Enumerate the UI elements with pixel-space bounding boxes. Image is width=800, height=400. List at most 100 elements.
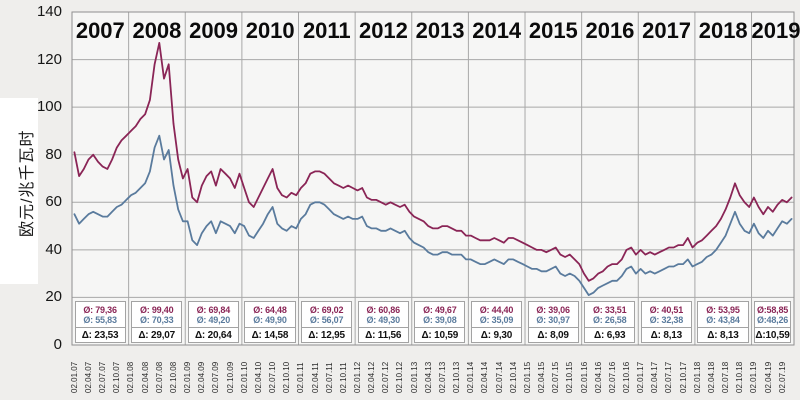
stat-delta: Δ: 23,53 xyxy=(75,327,125,342)
stat-box-2010: Ø: 64,48 Ø: 49,90 Δ: 14,58 xyxy=(244,301,296,343)
x-tick-label: 02.01.11 xyxy=(296,362,306,393)
x-tick-label: 02.01.15 xyxy=(522,361,532,393)
stat-delta: Δ: 11,56 xyxy=(358,327,408,342)
x-tick-label: 02.01.16 xyxy=(579,361,589,393)
year-label: 2015 xyxy=(528,18,578,43)
x-tick-label: 02.10.14 xyxy=(508,361,518,393)
stat-box-2009: Ø: 69,84 Ø: 49,20 Δ: 20,64 xyxy=(187,301,239,343)
x-tick-label: 02.01.12 xyxy=(352,361,362,393)
stat-avg-blue: Ø: 39,08 xyxy=(423,315,457,325)
x-tick-label: 02.10.10 xyxy=(282,361,292,393)
stat-avg-maroon: Ø: 40,51 xyxy=(649,305,684,315)
stat-delta: Δ: 8,13 xyxy=(698,327,748,342)
x-tick-label: 02.07.11 xyxy=(324,362,334,393)
x-tick-label: 02.01.14 xyxy=(466,361,476,393)
stat-avg-maroon: Ø: 79,36 xyxy=(83,305,117,315)
y-tick-label: 80 xyxy=(45,145,62,163)
year-label: 2014 xyxy=(472,18,522,43)
y-axis-title-panel xyxy=(0,98,38,284)
stat-avg-maroon: Ø: 69,84 xyxy=(196,305,231,315)
year-label: 2016 xyxy=(585,18,635,43)
stat-avg-blue: Ø: 35,09 xyxy=(479,315,514,325)
x-tick-label: 02.04.18 xyxy=(706,361,716,393)
stat-box-2019: Ø:58,85 Ø:48,26 Δ:10,59 xyxy=(754,301,791,343)
series-blue-line xyxy=(73,134,793,297)
year-label: 2019 xyxy=(751,18,800,43)
x-tick-label: 02.10.09 xyxy=(225,361,235,393)
x-tick-label: 02.07.17 xyxy=(664,361,674,393)
x-tick-label: 02.10.13 xyxy=(452,361,462,393)
x-tick-label: 02.01.19 xyxy=(749,361,759,393)
stat-delta: Δ: 14,58 xyxy=(245,327,295,342)
x-tick-label: 02.07.14 xyxy=(494,361,504,393)
stat-avg-blue: Ø: 49,20 xyxy=(196,315,231,325)
y-tick-label: 140 xyxy=(36,3,62,20)
stat-box-2015: Ø: 39,06 Ø: 30,97 Δ: 8,09 xyxy=(527,301,579,343)
y-tick-label: 0 xyxy=(53,336,62,353)
x-tick-label: 02.07.19 xyxy=(777,361,787,393)
stat-delta: Δ: 8,09 xyxy=(528,327,578,342)
stat-delta: Δ: 20,64 xyxy=(188,327,238,342)
x-tick-label: 02.04.14 xyxy=(480,361,490,393)
stat-avg-maroon: Ø: 49,67 xyxy=(423,305,457,315)
stat-avg-maroon: Ø: 64,48 xyxy=(253,305,287,315)
year-label: 2017 xyxy=(642,18,692,43)
x-tick-label: 02.07.16 xyxy=(607,361,617,393)
stat-avg-maroon: Ø: 69,02 xyxy=(309,305,344,315)
y-tick-label: 120 xyxy=(36,50,62,68)
stat-avg-maroon: Ø: 33,51 xyxy=(592,305,627,315)
stat-avg-blue: Ø: 43,84 xyxy=(706,315,740,325)
stat-avg-maroon: Ø: 53,95 xyxy=(706,305,740,315)
stat-delta: Δ: 12,95 xyxy=(302,327,352,342)
year-label: 2007 xyxy=(75,18,125,43)
stat-avg-blue: Ø: 70,33 xyxy=(139,315,174,325)
year-label: 2011 xyxy=(302,18,351,43)
x-tick-label: 02.01.10 xyxy=(239,361,249,393)
stat-box-2013: Ø: 49,67 Ø: 39,08 Δ: 10,59 xyxy=(414,301,466,343)
x-tick-label: 02.01.07 xyxy=(69,361,79,393)
x-tick-label: 02.01.17 xyxy=(636,361,646,393)
x-tick-label: 02.01.08 xyxy=(126,361,136,393)
x-tick-label: 02.07.09 xyxy=(211,361,221,393)
x-tick-label: 02.07.13 xyxy=(437,361,447,393)
series-maroon-line xyxy=(73,42,793,282)
x-tick-label: 02.04.15 xyxy=(537,361,547,393)
stat-delta: Δ: 29,07 xyxy=(132,327,182,342)
stat-delta: Δ: 10,59 xyxy=(415,327,465,342)
x-tick-label: 02.04.07 xyxy=(84,361,94,393)
stat-avg-blue: Ø: 32,38 xyxy=(649,315,684,325)
x-tick-label: 02.04.19 xyxy=(763,361,773,393)
x-tick-label: 02.07.12 xyxy=(381,361,391,393)
x-tick-label: 02.07.10 xyxy=(268,361,278,393)
x-tick-label: 02.10.07 xyxy=(112,361,122,393)
x-tick-label: 02.04.10 xyxy=(253,361,263,393)
stat-delta: Δ: 6,93 xyxy=(585,327,635,342)
year-label: 2012 xyxy=(358,18,408,43)
stat-box-2007: Ø: 79,36 Ø: 55,83 Δ: 23,53 xyxy=(74,301,126,343)
stat-avg-blue: Ø: 49,30 xyxy=(366,315,400,325)
stat-avg-blue: Ø: 30,97 xyxy=(536,315,570,325)
stat-avg-blue: Ø:48,26 xyxy=(756,315,789,325)
x-tick-label: 02.10.12 xyxy=(395,361,405,393)
x-tick-label: 02.10.18 xyxy=(735,361,745,393)
year-label: 2008 xyxy=(132,18,182,43)
stat-avg-blue: Ø: 55,83 xyxy=(83,315,117,325)
stat-delta: Δ:10,59 xyxy=(755,327,790,342)
x-tick-label: 02.10.15 xyxy=(565,361,575,393)
plot-border xyxy=(71,11,795,346)
x-tick-label: 02.04.09 xyxy=(197,361,207,393)
year-label: 2018 xyxy=(698,18,748,43)
stat-box-2016: Ø: 33,51 Ø: 26,58 Δ: 6,93 xyxy=(584,301,636,343)
x-tick-label: 02.07.08 xyxy=(154,361,164,393)
stat-box-2011: Ø: 69,02 Ø: 56,07 Δ: 12,95 xyxy=(301,301,353,343)
stat-box-2014: Ø: 44,40 Ø: 35,09 Δ: 9,30 xyxy=(470,301,523,343)
stat-avg-blue: Ø: 56,07 xyxy=(309,315,344,325)
stat-avg-blue: Ø: 26,58 xyxy=(592,315,627,325)
year-label: 2010 xyxy=(245,18,295,43)
stat-avg-maroon: Ø: 44,40 xyxy=(479,305,514,315)
y-tick-label: 20 xyxy=(45,288,62,306)
stat-delta: Δ: 9,30 xyxy=(471,327,522,342)
y-tick-label: 60 xyxy=(45,193,62,211)
x-tick-label: 02.10.08 xyxy=(168,361,178,393)
